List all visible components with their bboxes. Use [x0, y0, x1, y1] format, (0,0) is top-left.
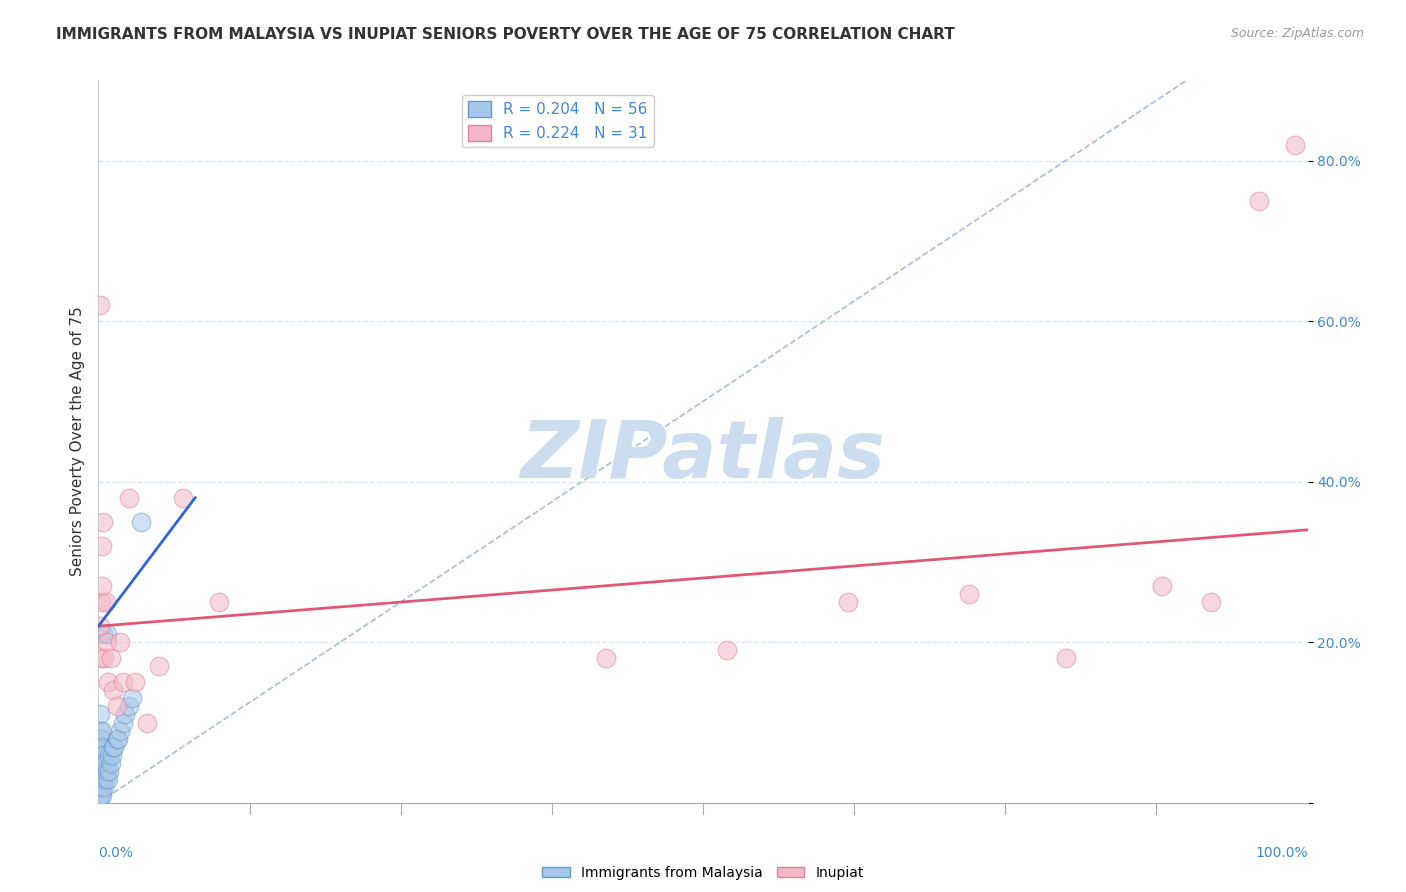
Point	[114, 707, 136, 722]
Point	[208, 595, 231, 609]
Point	[148, 659, 170, 673]
Point	[89, 619, 111, 633]
Point	[94, 756, 117, 770]
Point	[96, 764, 118, 778]
Point	[91, 772, 114, 786]
Point	[98, 764, 121, 778]
Point	[93, 764, 115, 778]
Point	[97, 675, 120, 690]
Point	[89, 731, 111, 746]
Point	[89, 764, 111, 778]
Point	[105, 731, 128, 746]
Point	[90, 764, 112, 778]
Point	[1152, 579, 1174, 593]
Point	[108, 723, 131, 738]
Point	[91, 788, 114, 802]
Point	[118, 699, 141, 714]
Point	[89, 756, 111, 770]
Legend: Immigrants from Malaysia, Inupiat: Immigrants from Malaysia, Inupiat	[537, 860, 869, 885]
Text: 0.0%: 0.0%	[98, 847, 134, 860]
Point	[91, 764, 114, 778]
Point	[90, 747, 112, 762]
Point	[89, 723, 111, 738]
Point	[91, 515, 114, 529]
Point	[93, 780, 115, 794]
Point	[90, 756, 112, 770]
Point	[121, 691, 143, 706]
Point	[103, 739, 125, 754]
Point	[100, 651, 122, 665]
Point	[1054, 651, 1077, 665]
Point	[91, 780, 114, 794]
Point	[91, 539, 114, 553]
Point	[90, 747, 112, 762]
Point	[90, 723, 112, 738]
Point	[118, 491, 141, 505]
Point	[89, 756, 111, 770]
Point	[96, 627, 118, 641]
Point	[94, 772, 117, 786]
Text: IMMIGRANTS FROM MALAYSIA VS INUPIAT SENIORS POVERTY OVER THE AGE OF 75 CORRELATI: IMMIGRANTS FROM MALAYSIA VS INUPIAT SENI…	[56, 27, 955, 42]
Point	[90, 772, 112, 786]
Point	[90, 780, 112, 794]
Point	[716, 643, 738, 657]
Point	[91, 627, 114, 641]
Point	[98, 747, 121, 762]
Point	[105, 699, 128, 714]
Point	[89, 747, 111, 762]
Point	[1284, 137, 1306, 152]
Point	[89, 772, 111, 786]
Point	[89, 780, 111, 794]
Point	[837, 595, 859, 609]
Point	[124, 675, 146, 690]
Point	[91, 579, 114, 593]
Point	[90, 651, 112, 665]
Point	[94, 595, 117, 609]
Point	[135, 715, 157, 730]
Point	[1249, 194, 1271, 208]
Point	[90, 788, 112, 802]
Point	[90, 595, 112, 609]
Text: Source: ZipAtlas.com: Source: ZipAtlas.com	[1230, 27, 1364, 40]
Point	[89, 298, 111, 312]
Point	[93, 764, 115, 778]
Point	[93, 651, 115, 665]
Legend: R = 0.204   N = 56, R = 0.224   N = 31: R = 0.204 N = 56, R = 0.224 N = 31	[463, 95, 654, 147]
Point	[89, 764, 111, 778]
Point	[93, 747, 115, 762]
Point	[89, 780, 111, 794]
Point	[97, 772, 120, 786]
Point	[89, 788, 111, 802]
Point	[957, 587, 980, 601]
Point	[129, 515, 152, 529]
Point	[89, 739, 111, 754]
Point	[100, 747, 122, 762]
Point	[91, 756, 114, 770]
Y-axis label: Seniors Poverty Over the Age of 75: Seniors Poverty Over the Age of 75	[69, 307, 84, 576]
Point	[107, 731, 129, 746]
Point	[91, 739, 114, 754]
Point	[90, 772, 112, 786]
Point	[1199, 595, 1222, 609]
Point	[595, 651, 617, 665]
Text: 100.0%: 100.0%	[1256, 847, 1308, 860]
Point	[101, 683, 124, 698]
Point	[89, 772, 111, 786]
Point	[96, 635, 118, 649]
Point	[108, 635, 131, 649]
Point	[90, 731, 112, 746]
Text: ZIPatlas: ZIPatlas	[520, 417, 886, 495]
Point	[91, 772, 114, 786]
Point	[111, 675, 134, 690]
Point	[172, 491, 194, 505]
Point	[91, 756, 114, 770]
Point	[101, 739, 124, 754]
Point	[111, 715, 134, 730]
Point	[89, 707, 111, 722]
Point	[100, 756, 122, 770]
